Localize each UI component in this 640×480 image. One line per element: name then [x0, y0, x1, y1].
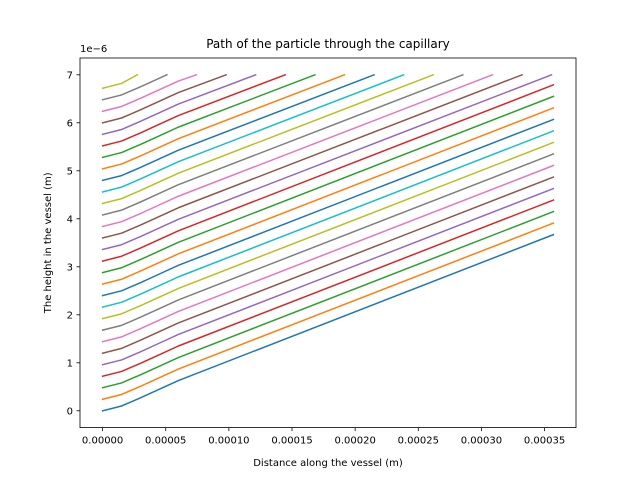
series-line-10 [101, 129, 555, 309]
y-axis-title: The height in the vessel (m) [43, 172, 54, 314]
y-axis: 0 1 2 3 4 5 6 7 [67, 70, 80, 417]
x-tick-label: 0.00015 [271, 436, 312, 447]
plot-frame [79, 57, 577, 429]
y-tick-label: 3 [67, 262, 73, 273]
y-tick-label: 7 [67, 70, 73, 81]
x-axis: 0.00000 0.00005 0.00010 0.00015 0.00020 0.000… [82, 427, 565, 447]
series-line-26 [101, 73, 228, 124]
series-line-22 [101, 73, 346, 170]
series-line-21 [101, 73, 376, 182]
series-line-1 [101, 233, 555, 412]
y-tick-label: 6 [67, 118, 73, 129]
series-line-12 [101, 106, 555, 285]
x-tick-label: 0.00020 [334, 436, 375, 447]
x-tick-label: 0.00025 [398, 436, 439, 447]
series-line-9 [101, 141, 555, 320]
series-line-3 [101, 210, 555, 389]
series-line-16 [101, 73, 524, 239]
chart-title: Path of the particle through the capilla… [206, 37, 450, 51]
x-tick-label: 0.00030 [461, 436, 502, 447]
y-tick-label: 2 [67, 310, 73, 321]
series-line-24 [101, 73, 287, 147]
y-axis-offset-label: 1e−6 [80, 44, 107, 55]
series-line-5 [101, 187, 555, 366]
series-line-15 [101, 73, 553, 251]
series-line-8 [101, 153, 555, 332]
x-tick-label: 0.00005 [145, 436, 186, 447]
series-line-23 [101, 73, 316, 159]
series-line-17 [101, 73, 494, 228]
series-line-27 [101, 73, 198, 113]
series-line-2 [101, 222, 555, 401]
x-tick-label: 0.00000 [82, 436, 123, 447]
series-line-25 [101, 73, 257, 136]
y-tick-label: 0 [67, 406, 73, 417]
x-axis-title: Distance along the vessel (m) [253, 458, 403, 469]
x-tick-label: 0.00010 [208, 436, 249, 447]
series-line-19 [101, 73, 435, 205]
series-line-14 [101, 83, 555, 262]
series-line-4 [101, 199, 555, 378]
series-line-7 [101, 164, 555, 343]
x-tick-label: 0.00035 [524, 436, 565, 447]
series-line-28 [101, 73, 168, 101]
series-line-6 [101, 176, 555, 355]
series-line-11 [101, 118, 555, 297]
series-line-13 [101, 95, 555, 274]
series-line-20 [101, 73, 405, 193]
y-tick-label: 5 [67, 166, 73, 177]
y-tick-label: 4 [67, 214, 73, 225]
series-line-29 [101, 73, 139, 90]
y-tick-label: 1 [67, 358, 73, 369]
series-layer [101, 73, 555, 412]
series-line-18 [101, 73, 464, 216]
